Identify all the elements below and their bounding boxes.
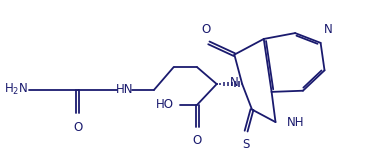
Text: S: S	[242, 138, 250, 151]
Text: HO: HO	[156, 98, 174, 111]
Text: O: O	[73, 121, 82, 133]
Text: O: O	[201, 23, 210, 36]
Text: N: N	[324, 23, 332, 36]
Text: O: O	[193, 134, 202, 147]
Text: NH: NH	[286, 116, 304, 129]
Text: H$_2$N: H$_2$N	[4, 82, 29, 97]
Text: N: N	[230, 76, 239, 89]
Text: HN: HN	[116, 83, 133, 96]
